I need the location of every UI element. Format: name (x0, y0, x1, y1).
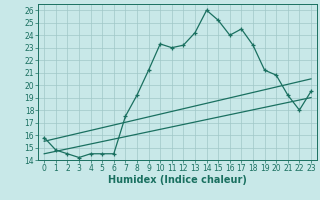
X-axis label: Humidex (Indice chaleur): Humidex (Indice chaleur) (108, 175, 247, 185)
